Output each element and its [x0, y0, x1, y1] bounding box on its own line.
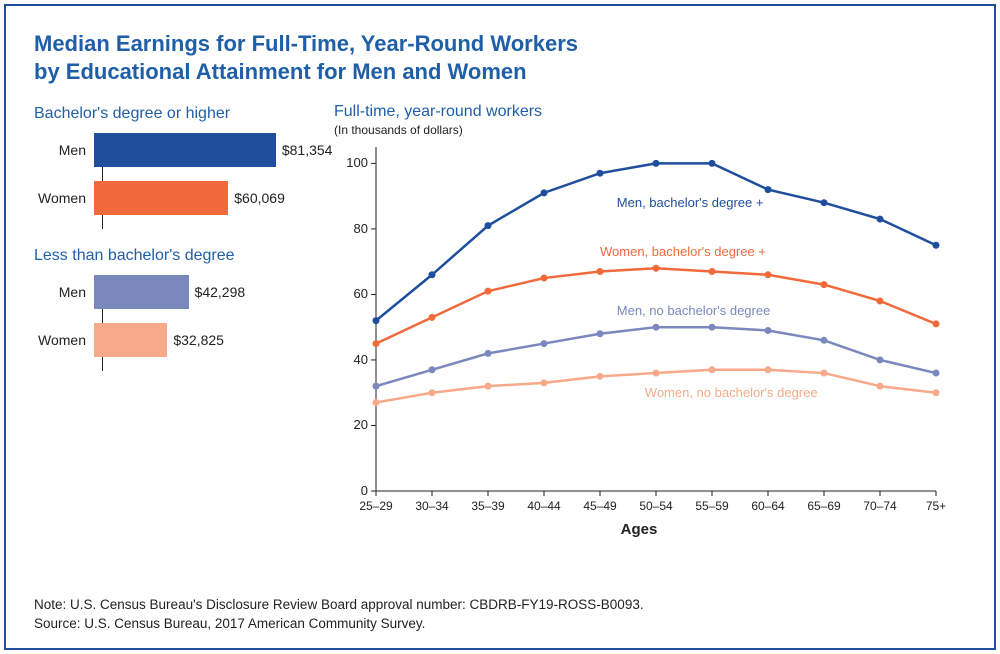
series-marker: [429, 271, 436, 278]
bar-fill: [94, 323, 167, 357]
series-marker: [709, 160, 716, 167]
bar-track: $32,825: [94, 323, 284, 357]
series-marker: [541, 379, 548, 386]
series-marker: [485, 222, 492, 229]
series-line: [376, 268, 936, 343]
x-axis-title: Ages: [621, 521, 658, 538]
title-line-2: by Educational Attainment for Men and Wo…: [34, 59, 527, 84]
series-marker: [765, 271, 772, 278]
series-marker: [541, 189, 548, 196]
series-marker: [709, 324, 716, 331]
series-marker: [597, 268, 604, 275]
series-marker: [821, 199, 828, 206]
bar-category-label: Men: [34, 284, 94, 300]
bar-category-label: Men: [34, 142, 94, 158]
line-chart-svg: [334, 139, 944, 549]
bar-track: $42,298: [94, 275, 284, 309]
series-marker: [653, 265, 660, 272]
bar-group-title: Bachelor's degree or higher: [34, 105, 314, 123]
series-marker: [373, 317, 380, 324]
series-marker: [373, 383, 380, 390]
bar-group-title: Less than bachelor's degree: [34, 247, 314, 265]
series-marker: [709, 366, 716, 373]
bar-charts-column: Bachelor's degree or higherMen$81,354Wom…: [34, 103, 314, 549]
bar-track: $60,069: [94, 181, 284, 215]
series-marker: [821, 370, 828, 377]
bar-value-label: $81,354: [276, 142, 333, 158]
line-chart-subtitle: (In thousands of dollars): [334, 123, 966, 137]
series-marker: [877, 216, 884, 223]
series-marker: [765, 327, 772, 334]
chart-title: Median Earnings for Full-Time, Year-Roun…: [34, 30, 966, 85]
chart-frame: Median Earnings for Full-Time, Year-Roun…: [4, 4, 996, 650]
footer-source: Source: U.S. Census Bureau, 2017 America…: [34, 615, 966, 634]
bar-row: Women $32,825: [34, 323, 314, 357]
bar-category-label: Women: [34, 190, 94, 206]
series-marker: [653, 160, 660, 167]
chart-footer: Note: U.S. Census Bureau's Disclosure Re…: [34, 596, 966, 634]
series-marker: [877, 356, 884, 363]
bar-track: $81,354: [94, 133, 284, 167]
series-marker: [597, 170, 604, 177]
bar-value-label: $32,825: [167, 332, 224, 348]
series-marker: [597, 373, 604, 380]
series-marker: [429, 366, 436, 373]
bar-row: Women $60,069: [34, 181, 314, 215]
series-marker: [765, 366, 772, 373]
series-marker: [765, 186, 772, 193]
bar-category-label: Women: [34, 332, 94, 348]
series-marker: [653, 324, 660, 331]
series-marker: [877, 383, 884, 390]
series-marker: [541, 340, 548, 347]
series-marker: [485, 288, 492, 295]
series-marker: [709, 268, 716, 275]
series-marker: [541, 275, 548, 282]
series-marker: [485, 350, 492, 357]
series-marker: [373, 399, 380, 406]
bar-row: Men$81,354: [34, 133, 314, 167]
bar-fill: [94, 181, 228, 215]
series-marker: [429, 314, 436, 321]
bar-fill: [94, 275, 189, 309]
line-chart-title: Full-time, year-round workers: [334, 103, 966, 121]
bar-group: Less than bachelor's degree Men $42,298 Wom…: [34, 247, 314, 357]
line-chart-plot: 02040608010025–2930–3435–3940–4445–4950–…: [334, 139, 944, 549]
line-chart-column: Full-time, year-round workers (In thousa…: [334, 103, 966, 549]
bar-value-label: $60,069: [228, 190, 285, 206]
series-marker: [429, 389, 436, 396]
series-marker: [877, 297, 884, 304]
series-line: [376, 163, 936, 320]
series-marker: [933, 242, 940, 249]
title-line-1: Median Earnings for Full-Time, Year-Roun…: [34, 31, 578, 56]
bar-fill: [94, 133, 276, 167]
series-marker: [933, 320, 940, 327]
series-marker: [373, 340, 380, 347]
series-marker: [821, 337, 828, 344]
series-marker: [653, 370, 660, 377]
series-marker: [933, 370, 940, 377]
bar-group: Bachelor's degree or higher Men$81,354 Wom…: [34, 105, 314, 215]
series-line: [376, 327, 936, 386]
series-marker: [821, 281, 828, 288]
bar-row: Men $42,298: [34, 275, 314, 309]
series-marker: [485, 383, 492, 390]
bar-value-label: $42,298: [189, 284, 246, 300]
series-marker: [597, 330, 604, 337]
footer-note: Note: U.S. Census Bureau's Disclosure Re…: [34, 596, 966, 615]
content-row: Bachelor's degree or higherMen$81,354Wom…: [34, 103, 966, 549]
series-marker: [933, 389, 940, 396]
